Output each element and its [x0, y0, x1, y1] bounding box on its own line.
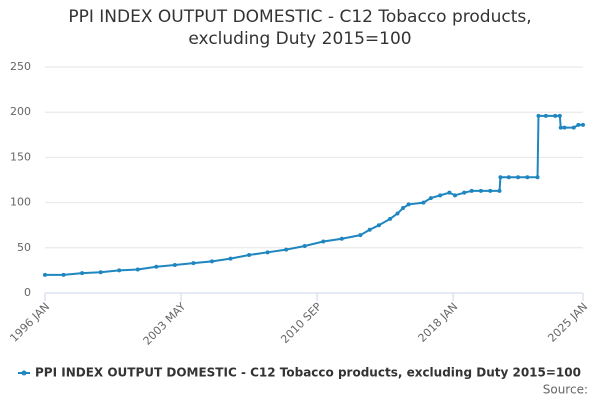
point [98, 270, 103, 275]
point [135, 267, 140, 272]
y-tick-label: 100 [10, 196, 31, 209]
point [488, 188, 493, 193]
point [321, 239, 326, 244]
point [576, 122, 581, 127]
y-tick-label: 250 [10, 60, 31, 73]
point [438, 193, 443, 198]
point [367, 227, 372, 232]
point [376, 223, 381, 228]
x-tick-label: 2018 JAN [416, 300, 461, 345]
point [581, 122, 585, 127]
point [395, 211, 400, 216]
point [265, 250, 270, 255]
point [80, 271, 85, 276]
point [553, 113, 558, 118]
series-line [45, 114, 583, 276]
y-tick-label: 200 [10, 105, 31, 118]
point [469, 188, 474, 193]
point [462, 190, 467, 195]
point [557, 113, 562, 118]
point [452, 193, 457, 198]
point [525, 175, 530, 180]
point [536, 113, 541, 118]
y-tick-label: 50 [17, 241, 31, 254]
point [571, 125, 576, 130]
point [506, 175, 511, 180]
point [228, 256, 233, 261]
point [428, 196, 433, 201]
point [535, 175, 540, 180]
point [209, 259, 214, 264]
point [154, 264, 159, 269]
point [172, 262, 177, 267]
x-tick-label: 1996 JAN [7, 300, 52, 345]
point [191, 261, 196, 266]
legend-marker [21, 370, 27, 376]
point [247, 253, 252, 258]
point [43, 272, 47, 277]
point [478, 188, 483, 193]
point [421, 200, 426, 205]
point [388, 216, 393, 221]
x-tick-label: 2025 JAN [545, 300, 590, 345]
y-tick-label: 150 [10, 150, 31, 163]
point [497, 188, 502, 193]
point [447, 190, 452, 195]
point [558, 125, 563, 130]
source: Source: [543, 383, 588, 397]
y-tick-label: 0 [24, 286, 31, 299]
legend-label: PPI INDEX OUTPUT DOMESTIC - C12 Tobacco … [35, 366, 581, 380]
point [284, 247, 289, 252]
point [401, 206, 406, 211]
point [498, 175, 503, 180]
point [358, 233, 363, 238]
point [543, 113, 548, 118]
chart-title: PPI INDEX OUTPUT DOMESTIC - C12 Tobacco … [68, 7, 532, 49]
point [562, 125, 567, 130]
point [406, 202, 411, 207]
point [516, 175, 521, 180]
point [339, 236, 344, 241]
point [117, 268, 122, 273]
x-tick-label: 2003 MAY [141, 300, 189, 348]
point [302, 243, 307, 248]
x-tick-label: 2010 SEP [278, 300, 324, 346]
point [61, 272, 66, 277]
